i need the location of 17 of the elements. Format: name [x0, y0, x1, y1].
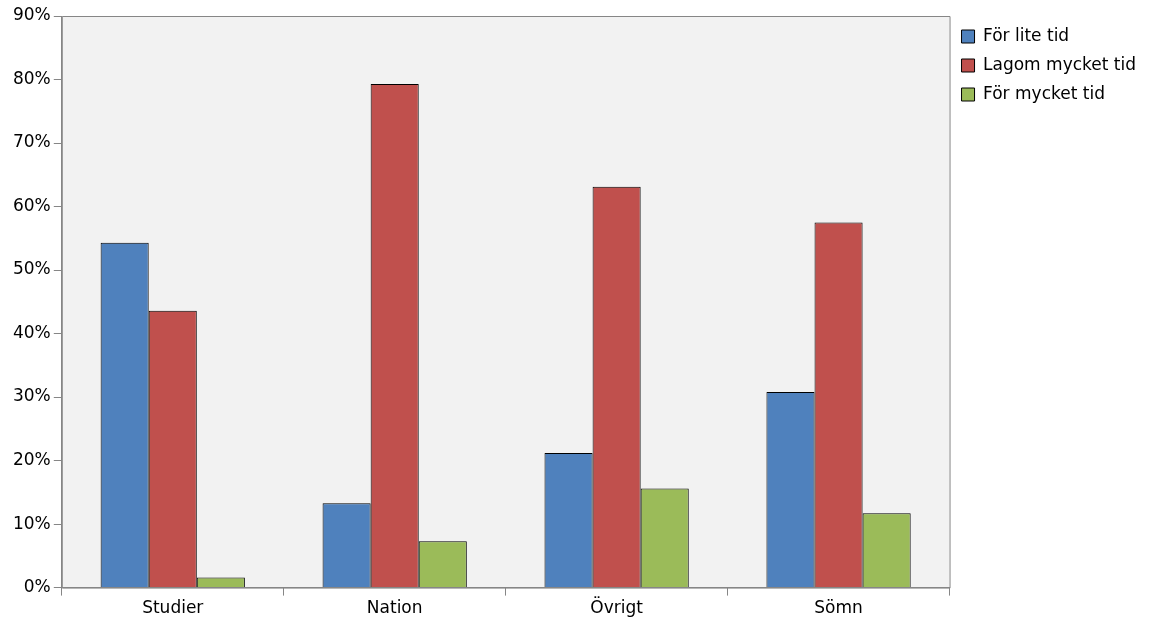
legend-label: För mycket tid	[983, 82, 1105, 103]
y-tick-label: 20%	[12, 449, 51, 469]
y-tick-label: 60%	[12, 194, 51, 215]
y-tick-label: 70%	[12, 131, 51, 152]
y-tick-label: 80%	[12, 67, 51, 88]
x-tick-label: Sömn	[814, 597, 863, 618]
legend-label: För lite tid	[983, 24, 1070, 45]
y-tick-label: 10%	[12, 512, 51, 533]
x-tick-label: Nation	[366, 597, 423, 618]
x-tick-label: Övrigt	[590, 596, 644, 618]
y-tick-label: 40%	[12, 321, 51, 342]
y-tick-label: 90%	[12, 4, 51, 25]
y-tick-label: 30%	[12, 385, 51, 406]
y-tick-label: 50%	[12, 258, 51, 279]
x-tick-label: Studier	[142, 597, 204, 618]
legend-label: Lagom mycket tid	[983, 53, 1137, 74]
y-tick-label: 0%	[23, 576, 51, 597]
